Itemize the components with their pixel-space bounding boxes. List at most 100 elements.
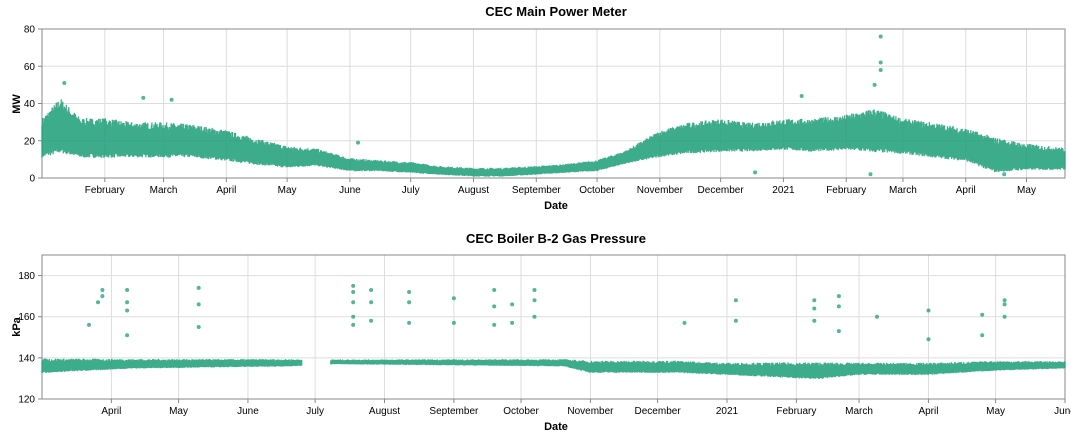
data-point: [369, 300, 374, 305]
x-tick-label: December: [635, 406, 682, 417]
data-point: [492, 288, 497, 292]
x-tick-label: March: [150, 185, 178, 196]
data-point: [369, 318, 374, 323]
data-point: [980, 333, 985, 338]
plot-frame: [41, 254, 1066, 400]
x-tick-label: February: [776, 406, 816, 417]
data-point: [1002, 298, 1007, 303]
data-point: [836, 294, 841, 299]
x-tick-label: May: [1017, 185, 1036, 196]
data-point: [196, 325, 201, 329]
data-point: [62, 81, 67, 85]
data-point: [1002, 314, 1007, 319]
x-tick-label: June: [339, 185, 361, 196]
data-point: [980, 312, 985, 317]
data-point: [351, 314, 356, 319]
data-point: [100, 288, 105, 292]
data-point: [125, 288, 130, 292]
data-point: [369, 288, 374, 292]
x-tick-label: 2021: [772, 185, 795, 196]
data-point: [351, 322, 356, 327]
y-axis-label: kPa: [11, 316, 23, 336]
data-point: [125, 300, 130, 305]
data-point: [169, 97, 174, 102]
x-tick-label: September: [512, 185, 562, 196]
data-point: [872, 82, 877, 87]
data-point: [451, 320, 456, 325]
data-point: [510, 320, 515, 325]
y-tick-label: 180: [18, 271, 35, 282]
data-band: [41, 358, 1066, 380]
y-tick-label: 80: [24, 25, 36, 36]
x-tick-label: April: [918, 406, 938, 417]
data-point: [492, 304, 497, 309]
data-point: [733, 318, 738, 323]
data-point: [196, 285, 201, 290]
y-tick-label: 140: [18, 353, 35, 364]
data-point: [351, 283, 356, 288]
data-point: [878, 60, 883, 65]
data-point: [532, 288, 537, 292]
x-tick-label: August: [369, 406, 400, 417]
x-tick-label: November: [637, 185, 684, 196]
data-point: [96, 300, 100, 305]
x-tick-label: March: [889, 185, 917, 196]
x-axis-label: Date: [544, 200, 568, 212]
x-tick-label: November: [567, 406, 614, 417]
plot-frame: [41, 28, 1066, 179]
x-tick-label: September: [429, 406, 479, 417]
x-tick-label: December: [698, 185, 745, 196]
x-axis-label: Date: [544, 421, 568, 433]
y-tick-label: 40: [24, 99, 36, 110]
data-point: [407, 290, 412, 294]
data-point: [351, 290, 356, 294]
data-point: [351, 300, 356, 305]
x-tick-label: July: [306, 406, 324, 417]
data-band: [41, 99, 1066, 177]
data-point: [532, 314, 537, 319]
gas-pressure-chart: CEC Boiler B-2 Gas Pressure kPa Date 120…: [11, 231, 1071, 433]
data-point: [407, 320, 412, 325]
y-tick-label: 0: [29, 174, 35, 185]
x-tick-label: July: [402, 185, 420, 196]
data-point: [100, 294, 105, 299]
data-point: [87, 322, 91, 327]
x-tick-label: June: [1054, 406, 1071, 417]
data-point: [875, 314, 879, 319]
y-tick-label: 20: [24, 136, 36, 147]
x-tick-label: 2021: [716, 406, 739, 417]
data-point: [492, 322, 497, 327]
data-point: [868, 172, 873, 177]
chart-title: CEC Main Power Meter: [485, 4, 627, 19]
data-point: [1002, 302, 1007, 307]
x-tick-label: May: [986, 406, 1005, 417]
data-point: [799, 94, 804, 98]
x-tick-label: April: [216, 185, 236, 196]
data-point: [141, 95, 146, 100]
data-point: [125, 333, 130, 338]
x-tick-label: June: [237, 406, 259, 417]
x-tick-label: October: [503, 406, 539, 417]
data-point: [812, 318, 817, 323]
x-tick-label: April: [101, 406, 121, 417]
x-tick-label: May: [169, 406, 188, 417]
data-point: [682, 320, 687, 325]
data-point: [812, 306, 817, 311]
y-tick-label: 60: [24, 62, 36, 73]
y-tick-label: 120: [18, 395, 35, 406]
data-point: [926, 337, 931, 342]
power-meter-chart: CEC Main Power Meter MW Date 0 20 40 60 80 Fe…: [11, 4, 1066, 212]
data-point: [407, 300, 412, 305]
data-point: [451, 296, 456, 301]
data-point: [510, 302, 515, 307]
data-point: [733, 298, 738, 303]
data-point: [878, 34, 883, 39]
data-point: [1002, 172, 1007, 177]
data-point: [753, 170, 758, 175]
data-point: [836, 304, 841, 309]
data-point: [356, 140, 360, 145]
data-point: [878, 68, 883, 72]
x-tick-label: February: [826, 185, 866, 196]
data-point: [926, 308, 931, 313]
y-axis-label: MW: [11, 94, 23, 114]
